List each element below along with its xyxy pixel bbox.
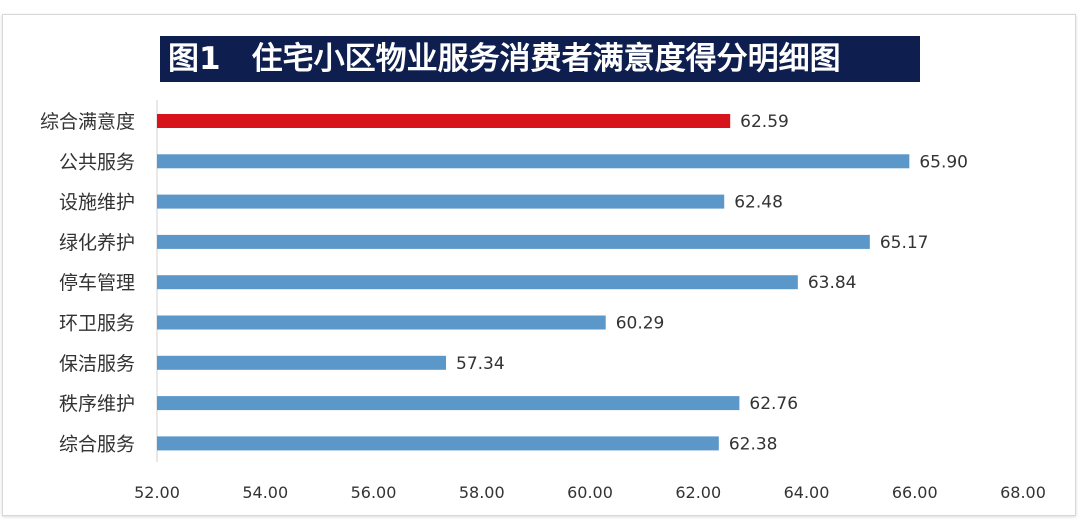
data-label: 62.76 [749, 394, 798, 414]
x-tick-label: 54.00 [242, 483, 288, 502]
bar [157, 436, 719, 451]
category-label: 绿化养护 [59, 232, 135, 254]
data-label: 62.38 [729, 434, 778, 454]
bar [157, 154, 910, 169]
data-label: 63.84 [808, 273, 857, 293]
bar [157, 315, 606, 330]
bar [157, 194, 725, 209]
x-tick-label: 52.00 [134, 483, 180, 502]
chart-frame [2, 14, 1076, 516]
x-tick-label: 56.00 [351, 483, 397, 502]
data-label: 62.59 [740, 112, 789, 132]
bar [157, 234, 870, 249]
category-label: 公共服务 [59, 151, 135, 173]
category-label: 综合满意度 [40, 111, 135, 133]
category-label: 综合服务 [59, 433, 135, 455]
category-label: 秩序维护 [59, 393, 135, 415]
x-tick-label: 68.00 [1000, 483, 1046, 502]
bar [157, 114, 731, 128]
category-label: 停车管理 [59, 272, 135, 294]
x-tick-label: 66.00 [892, 483, 938, 502]
category-label: 设施维护 [59, 192, 135, 214]
data-label: 57.34 [456, 354, 505, 374]
data-label: 65.17 [880, 233, 929, 253]
data-label: 62.48 [734, 193, 783, 213]
data-label: 65.90 [919, 152, 968, 172]
x-tick-label: 58.00 [459, 483, 505, 502]
x-tick-label: 62.00 [675, 483, 721, 502]
chart-title: 图1 住宅小区物业服务消费者满意度得分明细图 [160, 36, 920, 82]
bar [157, 275, 798, 290]
bar [157, 355, 447, 370]
x-tick-label: 60.00 [567, 483, 613, 502]
x-tick-label: 64.00 [784, 483, 830, 502]
bar [157, 396, 740, 411]
data-label: 60.29 [616, 314, 665, 334]
category-label: 环卫服务 [59, 313, 135, 335]
category-label: 保洁服务 [59, 353, 135, 375]
